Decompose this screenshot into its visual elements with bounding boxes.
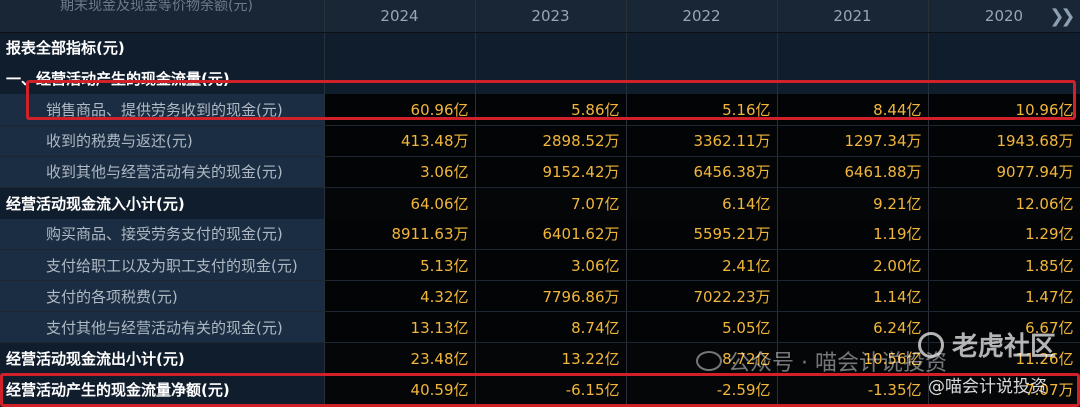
cell-value: 1.19亿 <box>777 218 929 251</box>
cell-value: 6401.62万 <box>475 218 627 251</box>
row-label: 经营活动产生的现金流量净额(元) <box>0 374 325 406</box>
cell-value: 8.74亿 <box>475 311 627 344</box>
cell-value: 1297.34万 <box>777 125 929 157</box>
header-label-cell: 期末现金及现金等价物余额(元) <box>0 0 325 33</box>
cell-value: 1943.68万 <box>928 125 1080 157</box>
row-label: 支付的各项税费(元) <box>0 280 325 313</box>
row-label: 一、经营活动产生的现金流量(元) <box>0 63 325 95</box>
cell-value: 64.06亿 <box>324 187 476 219</box>
cell-value: 2.41亿 <box>626 249 778 282</box>
table-row[interactable]: 收到的税费与返还(元) 413.48万 2898.52万 3362.11万 12… <box>0 125 1080 157</box>
cell-value: 60.96亿 <box>324 94 476 126</box>
cell-value: 1.29亿 <box>928 218 1080 251</box>
table-row[interactable]: 收到其他与经营活动有关的现金(元) 3.06亿 9152.42万 6456.38… <box>0 156 1080 188</box>
cell-value: 7.07万 <box>928 374 1080 406</box>
cell-value <box>626 32 778 64</box>
cell-value <box>777 32 929 64</box>
cell-value: 4.32亿 <box>324 280 476 313</box>
row-label: 支付给职工以及为职工支付的现金(元) <box>0 249 325 282</box>
cell-value: 10.56亿 <box>777 342 929 375</box>
cell-value: 5.16亿 <box>626 94 778 126</box>
cell-value: 8.72亿 <box>626 342 778 375</box>
year-header-2024[interactable]: 2024 <box>324 0 476 33</box>
cell-value: 10.96亿 <box>928 94 1080 126</box>
cell-value: 6456.38万 <box>626 156 778 188</box>
row-label: 收到其他与经营活动有关的现金(元) <box>0 156 325 188</box>
cell-value: 2.00亿 <box>777 249 929 282</box>
cell-value: -1.35亿 <box>777 374 929 406</box>
cell-value <box>777 63 929 95</box>
section-row-operating: 一、经营活动产生的现金流量(元) <box>0 63 1080 95</box>
header-label: 期末现金及现金等价物余额(元) <box>60 0 253 14</box>
cell-value: 3.06亿 <box>324 156 476 188</box>
row-label: 报表全部指标(元) <box>0 32 325 64</box>
cell-value: 7796.86万 <box>475 280 627 313</box>
subtotal-row-inflow[interactable]: 经营活动现金流入小计(元) 64.06亿 7.07亿 6.14亿 9.21亿 1… <box>0 187 1080 219</box>
row-label: 收到的税费与返还(元) <box>0 125 325 157</box>
cell-value: 1.14亿 <box>777 280 929 313</box>
table-row[interactable]: 购买商品、接受劳务支付的现金(元) 8911.63万 6401.62万 5595… <box>0 218 1080 251</box>
cell-value: 5.86亿 <box>475 94 627 126</box>
year-header-2020-label: 2020 <box>984 6 1024 25</box>
cell-value <box>475 63 627 95</box>
section-row-all-indicators: 报表全部指标(元) <box>0 32 1080 64</box>
cell-value: 5595.21万 <box>626 218 778 251</box>
cell-value: 7022.23万 <box>626 280 778 313</box>
table-row[interactable]: 支付的各项税费(元) 4.32亿 7796.86万 7022.23万 1.14亿… <box>0 280 1080 313</box>
table-row[interactable]: 销售商品、提供劳务收到的现金(元) 60.96亿 5.86亿 5.16亿 8.4… <box>0 94 1080 126</box>
year-header-2020[interactable]: 2020 ❯❯ <box>928 0 1080 33</box>
row-label: 购买商品、接受劳务支付的现金(元) <box>0 218 325 251</box>
cell-value: 12.06亿 <box>928 187 1080 219</box>
row-label: 经营活动现金流出小计(元) <box>0 342 325 375</box>
double-chevron-right-icon[interactable]: ❯❯ <box>1049 6 1075 27</box>
row-label: 销售商品、提供劳务收到的现金(元) <box>0 94 325 126</box>
cell-value: -6.15亿 <box>475 374 627 406</box>
table-row[interactable]: 支付给职工以及为职工支付的现金(元) 5.13亿 3.06亿 2.41亿 2.0… <box>0 249 1080 282</box>
cell-value: 5.13亿 <box>324 249 476 282</box>
cell-value: 1.85亿 <box>928 249 1080 282</box>
cell-value <box>324 63 476 95</box>
cell-value: 13.13亿 <box>324 311 476 344</box>
cell-value: 6461.88万 <box>777 156 929 188</box>
cell-value: 3362.11万 <box>626 125 778 157</box>
year-header-2021[interactable]: 2021 <box>777 0 929 33</box>
cell-value <box>928 32 1080 64</box>
cell-value: 23.48亿 <box>324 342 476 375</box>
cell-value: 11.26亿 <box>928 342 1080 375</box>
cell-value <box>928 63 1080 95</box>
cell-value: -2.59亿 <box>626 374 778 406</box>
cell-value: 2898.52万 <box>475 125 627 157</box>
header-row: 期末现金及现金等价物余额(元) 2024 2023 2022 2021 2020… <box>0 0 1080 33</box>
cell-value: 3.06亿 <box>475 249 627 282</box>
cell-value: 13.22亿 <box>475 342 627 375</box>
cell-value <box>324 32 476 64</box>
cell-value: 9077.94万 <box>928 156 1080 188</box>
row-label: 支付其他与经营活动有关的现金(元) <box>0 311 325 344</box>
cell-value: 1.47亿 <box>928 280 1080 313</box>
cell-value: 6.24亿 <box>777 311 929 344</box>
cell-value: 8911.63万 <box>324 218 476 251</box>
net-cashflow-row[interactable]: 经营活动产生的现金流量净额(元) 40.59亿 -6.15亿 -2.59亿 -1… <box>0 374 1080 406</box>
year-header-2023[interactable]: 2023 <box>475 0 627 33</box>
cell-value: 9152.42万 <box>475 156 627 188</box>
cell-value: 7.07亿 <box>475 187 627 219</box>
cell-value: 8.44亿 <box>777 94 929 126</box>
cell-value <box>626 63 778 95</box>
cell-value: 5.05亿 <box>626 311 778 344</box>
cell-value: 6.14亿 <box>626 187 778 219</box>
year-header-2022[interactable]: 2022 <box>626 0 778 33</box>
cell-value: 413.48万 <box>324 125 476 157</box>
table-row[interactable]: 支付其他与经营活动有关的现金(元) 13.13亿 8.74亿 5.05亿 6.2… <box>0 311 1080 344</box>
cell-value: 9.21亿 <box>777 187 929 219</box>
row-label: 经营活动现金流入小计(元) <box>0 187 325 219</box>
cell-value: 6.67亿 <box>928 311 1080 344</box>
cell-value: 40.59亿 <box>324 374 476 406</box>
cell-value <box>475 32 627 64</box>
subtotal-row-outflow[interactable]: 经营活动现金流出小计(元) 23.48亿 13.22亿 8.72亿 10.56亿… <box>0 342 1080 375</box>
